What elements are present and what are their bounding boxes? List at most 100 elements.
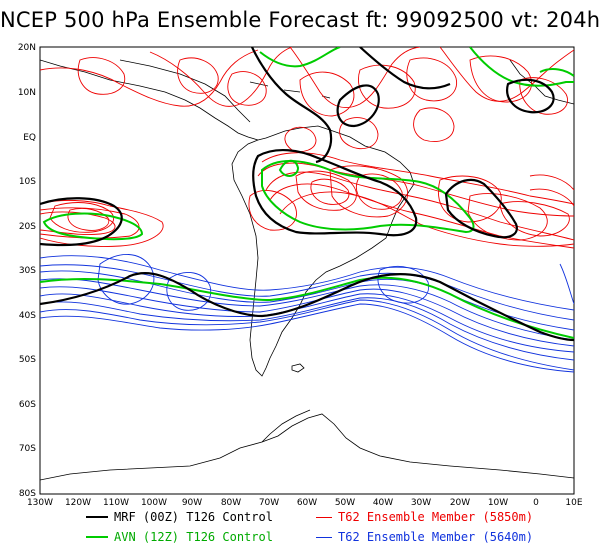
coastline-falklands xyxy=(291,363,305,373)
red-contour xyxy=(499,201,570,237)
blue-contour xyxy=(40,303,574,373)
lon-label-10e: 10E xyxy=(565,498,582,508)
red-contour xyxy=(261,152,574,205)
lon-label-120w: 120W xyxy=(65,498,91,508)
mrf-contour xyxy=(252,148,418,237)
lat-label-50s: 50S xyxy=(19,355,36,365)
blue-contour xyxy=(166,271,212,311)
blue-contour xyxy=(40,286,574,347)
coastline-south-america xyxy=(231,125,415,377)
red-contour xyxy=(439,47,574,102)
avn-contour xyxy=(278,159,300,177)
blue-contour xyxy=(40,255,574,311)
legend-swatch-red-ensemble xyxy=(316,516,332,518)
legend-swatch-avn xyxy=(86,536,108,538)
legend-item-blue-ensemble: T62 Ensemble Member (5640m) xyxy=(316,530,533,544)
mrf-contour xyxy=(336,84,380,128)
red-contour xyxy=(284,126,317,152)
mrf-contour xyxy=(506,78,555,114)
avn-contour xyxy=(40,276,574,339)
map-frame xyxy=(39,46,575,495)
red-contour xyxy=(299,71,355,117)
red-contour xyxy=(329,165,409,218)
red-contour xyxy=(356,173,403,210)
legend-item-avn: AVN (12Z) T126 Control xyxy=(86,530,273,544)
lat-label-70s: 70S xyxy=(19,444,36,454)
mrf-contour xyxy=(40,272,574,342)
red-contour xyxy=(49,202,114,233)
red-contour xyxy=(438,175,502,223)
red-contour xyxy=(40,211,116,235)
lat-label-20s: 20S xyxy=(19,222,36,232)
red-contour xyxy=(77,57,126,95)
longitude-axis: 130W 120W 110W 100W 90W 80W 70W 60W 50W … xyxy=(27,498,583,508)
lon-label-50w: 50W xyxy=(335,498,355,508)
legend-swatch-mrf xyxy=(86,516,108,518)
red-contour xyxy=(279,191,574,247)
blue-contour xyxy=(559,263,574,305)
lat-label-10s: 10S xyxy=(19,177,36,187)
lon-label-20w: 20W xyxy=(450,498,470,508)
avn-contour xyxy=(539,68,574,77)
mrf-control-contours xyxy=(40,47,574,342)
mrf-contour xyxy=(251,47,333,164)
forecast-map: 20N 10N EQ 10S 20S 30S 40S 50S 60S 70S 8… xyxy=(18,43,583,508)
red-contour xyxy=(519,77,568,115)
coastline-africa xyxy=(509,59,574,105)
lat-label-10n: 10N xyxy=(18,88,36,98)
avn-contour xyxy=(42,212,144,241)
coastline-central-america xyxy=(40,59,259,141)
lat-label-40s: 40S xyxy=(19,311,36,321)
red-contour xyxy=(265,171,574,241)
red-contour xyxy=(469,55,533,103)
red-contour xyxy=(467,193,548,241)
mrf-contour xyxy=(444,178,518,239)
red-contour xyxy=(289,47,421,108)
red-contour xyxy=(257,162,574,217)
mrf-contour xyxy=(359,47,451,90)
lon-label-70w: 70W xyxy=(259,498,279,508)
red-contour xyxy=(177,57,219,94)
lat-label-20n: 20N xyxy=(18,43,36,53)
coastline-antarctic-peninsula xyxy=(261,409,311,443)
legend-label-blue-ensemble: T62 Ensemble Member (5640m) xyxy=(338,530,534,544)
blue-contour xyxy=(40,297,574,361)
red-contour xyxy=(310,178,350,205)
lon-label-30w: 30W xyxy=(411,498,431,508)
legend-swatch-blue-ensemble xyxy=(316,536,332,538)
red-contour xyxy=(40,199,164,247)
legend-label-avn: AVN (12Z) T126 Control xyxy=(114,530,273,544)
red-contour xyxy=(248,189,297,231)
latitude-axis: 20N 10N EQ 10S 20S 30S 40S 50S 60S 70S 8… xyxy=(18,43,36,499)
lon-label-90w: 90W xyxy=(182,498,202,508)
blue-contour xyxy=(40,278,574,341)
red-contour xyxy=(529,174,574,207)
lon-label-0: 0 xyxy=(533,498,539,508)
legend-item-mrf: MRF (00Z) T126 Control xyxy=(86,510,273,524)
lat-label-30s: 30S xyxy=(19,266,36,276)
coastlines xyxy=(40,59,574,481)
legend: MRF (00Z) T126 Control AVN (12Z) T126 Co… xyxy=(0,508,600,558)
red-contour xyxy=(339,117,379,150)
avn-contour xyxy=(259,47,574,87)
chart-title: NCEP 500 hPa Ensemble Forecast ft: 99092… xyxy=(0,8,600,32)
legend-label-mrf: MRF (00Z) T126 Control xyxy=(114,510,273,524)
lat-label-60s: 60S xyxy=(19,400,36,410)
red-contour xyxy=(227,71,267,106)
lon-label-60w: 60W xyxy=(297,498,317,508)
coastline-antarctica xyxy=(40,413,574,481)
coastline-central-america-north xyxy=(119,59,251,123)
red-contour xyxy=(40,49,259,107)
red-contour xyxy=(67,207,110,231)
legend-item-red-ensemble: T62 Ensemble Member (5850m) xyxy=(316,510,533,524)
mrf-contour xyxy=(40,197,123,247)
lat-label-80s: 80S xyxy=(19,489,36,499)
lon-label-110w: 110W xyxy=(103,498,129,508)
red-ensemble-contours xyxy=(40,47,574,249)
blue-contour xyxy=(40,299,574,371)
red-contour xyxy=(358,64,416,109)
lon-label-130w: 130W xyxy=(27,498,53,508)
blue-contour xyxy=(377,266,430,304)
lat-label-eq: EQ xyxy=(23,133,36,143)
red-contour xyxy=(413,107,455,142)
